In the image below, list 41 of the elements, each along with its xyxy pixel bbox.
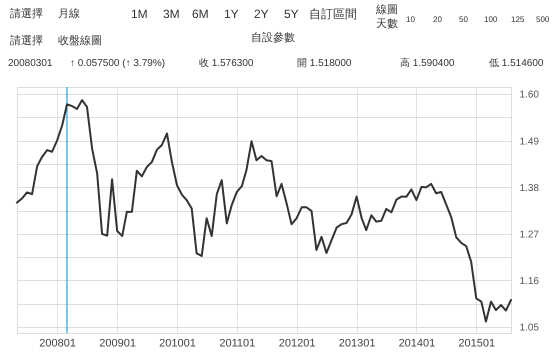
x-tick-label: 201101 [219,338,256,350]
y-tick-label: 1.60 [520,90,540,101]
text: 線圖 [375,4,398,16]
text: 500 [536,15,550,24]
text: 收盤線圖 [58,35,102,47]
y-tick-label: 1.05 [520,322,540,334]
text: 低 1.514600 [489,58,544,69]
text: 開 1.518000 [297,58,352,69]
text: 天數 [376,18,398,30]
text: 3M [163,7,180,21]
text: 6M [192,7,209,21]
x-tick-label: 201501 [458,338,496,350]
text: 1Y [224,7,239,21]
line-series [16,99,512,323]
x-tick-label: 201301 [338,338,376,350]
text: 請選擇 [10,7,43,20]
text: 5Y [284,7,299,21]
text: 1M [131,7,148,21]
text: 20080301 [8,58,53,69]
x-tick-label: 201201 [278,338,316,350]
text: 高 1.590400 [400,57,455,69]
text: ↑ 0.057500 (↑ 3.79%) [70,58,166,69]
y-tick-label: 1.49 [520,136,540,148]
x-tick-label: 201001 [159,338,196,350]
text: 125 [511,15,525,24]
y-tick-label: 1.16 [520,276,540,287]
x-tick-label: 200801 [39,338,76,350]
y-tick-label: 1.38 [520,182,540,194]
text: 請選擇 [10,34,43,47]
text: 自設參數 [251,31,295,44]
text: 10 [406,15,416,24]
text: 20 [433,15,442,24]
text: 50 [459,15,468,24]
text: 月線 [58,8,80,20]
x-tick-label: 201401 [398,338,436,350]
text: 自訂區間 [309,7,357,21]
text: 收 1.576300 [199,58,254,69]
text: 100 [484,15,498,24]
x-tick-label: 200901 [99,338,136,350]
y-tick-label: 1.27 [520,229,540,240]
text: 2Y [254,7,269,21]
